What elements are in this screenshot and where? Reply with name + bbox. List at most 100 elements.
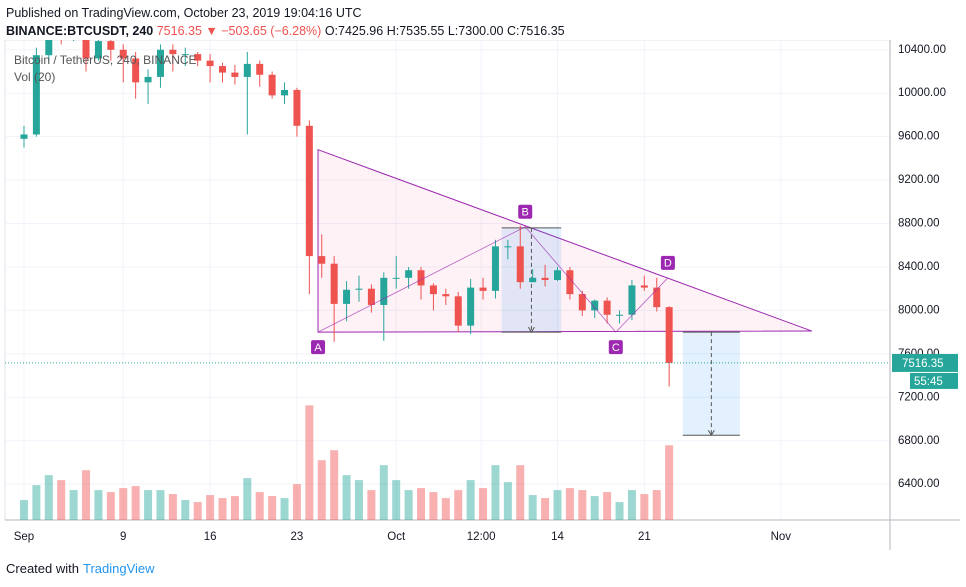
candle-body bbox=[603, 300, 611, 315]
candle-body bbox=[566, 270, 574, 295]
volume-bar bbox=[94, 490, 103, 520]
volume-bar bbox=[330, 450, 339, 520]
candle-body bbox=[417, 270, 425, 286]
candle-body bbox=[454, 296, 462, 326]
published: Published on TradingView.com, October 23… bbox=[6, 6, 362, 20]
volume-bar bbox=[454, 490, 463, 520]
arrow-head bbox=[707, 430, 715, 437]
volume-bar bbox=[268, 496, 277, 520]
brand[interactable]: TradingView bbox=[82, 561, 155, 576]
volume-bar bbox=[32, 485, 41, 520]
candle-body bbox=[318, 256, 326, 264]
candle-body bbox=[479, 287, 487, 291]
x-tick-label: 12:00 bbox=[467, 531, 496, 543]
y-tick-label: 6800.00 bbox=[898, 435, 940, 447]
change: ▼ −503.65 (−6.28%) bbox=[205, 24, 322, 38]
pattern-point bbox=[660, 255, 675, 270]
pattern-label: B bbox=[522, 207, 529, 219]
x-tick-label: 9 bbox=[120, 531, 126, 543]
y-tick-label: 8400.00 bbox=[898, 261, 940, 273]
y-tick-label: 7200.00 bbox=[898, 391, 940, 403]
candle-body bbox=[616, 314, 624, 316]
volume-bar bbox=[317, 460, 326, 520]
candle-body bbox=[82, 40, 90, 59]
volume-bar bbox=[305, 405, 314, 520]
close: C:7516.35 bbox=[506, 24, 565, 38]
volume-bar bbox=[181, 500, 190, 520]
volume-bar bbox=[168, 494, 177, 520]
candle-body bbox=[194, 54, 202, 61]
x-tick-label: 16 bbox=[204, 531, 217, 543]
candle-body bbox=[467, 287, 475, 326]
volume-bar bbox=[590, 496, 599, 520]
volume-bar bbox=[69, 490, 78, 520]
volume-bar bbox=[466, 480, 475, 520]
volume-bar bbox=[44, 475, 53, 520]
candle-body bbox=[429, 285, 437, 295]
pattern-label: C bbox=[612, 342, 620, 354]
volume-bar bbox=[392, 480, 401, 520]
volume-bar bbox=[354, 480, 363, 520]
high: H:7535.55 bbox=[386, 24, 445, 38]
volume-bar bbox=[119, 488, 128, 520]
candle-body bbox=[553, 270, 561, 280]
volume-bar bbox=[603, 492, 612, 520]
candle-body bbox=[330, 263, 338, 304]
x-tick-label: 21 bbox=[638, 531, 651, 543]
volume-bar bbox=[156, 490, 165, 520]
candle-body bbox=[156, 49, 164, 77]
candle-body bbox=[107, 41, 115, 50]
candle-body bbox=[132, 58, 140, 83]
candle-body bbox=[144, 76, 152, 83]
volume-bar bbox=[441, 498, 450, 520]
volume-bar bbox=[379, 465, 388, 520]
candle-body bbox=[541, 277, 549, 280]
pattern-label: D bbox=[664, 258, 672, 270]
candle-body bbox=[491, 246, 499, 291]
candle-body bbox=[281, 89, 289, 96]
candle-body bbox=[591, 300, 599, 311]
candle-body bbox=[231, 72, 239, 77]
candle-body bbox=[243, 63, 251, 77]
candle-body bbox=[392, 277, 400, 279]
volume-bar bbox=[479, 488, 488, 520]
pattern-point bbox=[518, 204, 533, 219]
candle-body bbox=[665, 307, 673, 363]
volume-bar bbox=[255, 492, 264, 520]
volume-bar bbox=[367, 490, 376, 520]
volume-bar bbox=[404, 490, 413, 520]
volume-bar bbox=[144, 490, 153, 520]
candle-body bbox=[355, 288, 363, 290]
low: L:7300.00 bbox=[447, 24, 504, 38]
y-tick-label: 10000.00 bbox=[898, 87, 946, 99]
volume-bar bbox=[19, 500, 28, 520]
candle-body bbox=[504, 246, 512, 248]
candle-body bbox=[305, 125, 313, 257]
y-tick-label: 6400.00 bbox=[898, 478, 940, 490]
volume-bar bbox=[516, 465, 525, 520]
volume-bar bbox=[429, 492, 438, 520]
chart: 6400.006800.007200.007600.008000.008400.… bbox=[4, 40, 960, 550]
created: Created with bbox=[6, 561, 79, 576]
candle-body bbox=[206, 60, 214, 67]
price-tag bbox=[892, 353, 958, 372]
candle-body bbox=[442, 294, 450, 297]
candle-body bbox=[343, 289, 351, 304]
volume-bar bbox=[131, 486, 140, 520]
volume-bar bbox=[230, 496, 239, 520]
candle-body bbox=[181, 54, 189, 56]
volume-bar bbox=[193, 502, 202, 520]
volume-bar bbox=[218, 498, 227, 520]
volume-bar bbox=[578, 490, 587, 520]
volume-bar bbox=[206, 495, 215, 520]
candle-body bbox=[45, 40, 53, 56]
header: Published on TradingView.com, October 23… bbox=[6, 4, 565, 40]
volume-bar bbox=[503, 482, 512, 520]
candle-body bbox=[578, 294, 586, 311]
volume-bar bbox=[243, 478, 252, 520]
countdown-tag bbox=[910, 372, 958, 389]
candle-body bbox=[20, 134, 28, 139]
candle-body bbox=[640, 285, 648, 288]
volume-bar bbox=[541, 498, 550, 520]
